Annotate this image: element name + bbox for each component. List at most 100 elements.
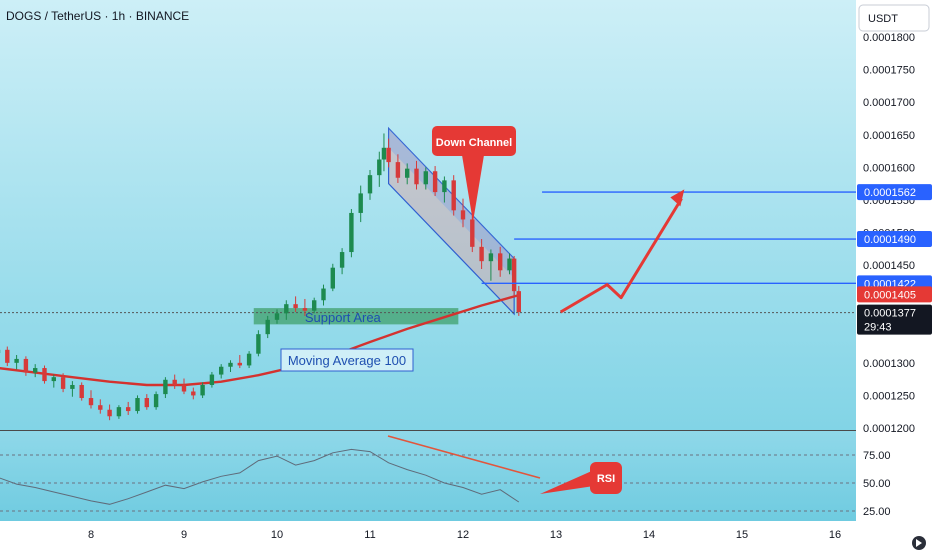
candle-body (274, 313, 280, 320)
candle-body (135, 398, 140, 412)
candle-body (107, 409, 112, 417)
rsi-tick-label: 75.00 (863, 450, 891, 462)
price-label-box (857, 184, 932, 201)
rsi-tick-label: 50.00 (863, 478, 891, 490)
candle-body (126, 407, 131, 412)
down-channel-callout-box (432, 126, 516, 156)
down-channel-callout: Down Channel (432, 126, 516, 222)
candle-body (60, 377, 66, 389)
candle-body (358, 193, 363, 213)
candle-body (507, 258, 512, 271)
price-label-value: 0.0001377 (864, 308, 916, 320)
price-label-box (857, 304, 932, 335)
x-tick-label: 8 (88, 529, 94, 541)
candle-body (460, 210, 466, 220)
candle-body (423, 171, 428, 185)
candle-body (256, 334, 261, 354)
candle-body (488, 253, 494, 262)
candle-body (432, 171, 438, 193)
y-tick-label: 0.0001450 (863, 260, 915, 272)
price-label-countdown: 29:43 (864, 322, 892, 334)
rsi-callout-label: RSI (597, 473, 615, 485)
candle-body (414, 168, 419, 185)
candle-body (33, 368, 38, 373)
candle-body (377, 159, 382, 176)
x-tick-label: 16 (829, 529, 841, 541)
candle-body (200, 384, 205, 396)
candle-body (479, 246, 484, 262)
candle-body (395, 162, 401, 178)
candle-body (293, 304, 298, 309)
rsi-tick-label: 25.00 (863, 506, 891, 518)
y-tick-label: 0.0001300 (863, 358, 915, 370)
candle-body (442, 180, 447, 193)
x-tick-label: 12 (457, 529, 469, 541)
price-axis (856, 0, 932, 550)
y-tick-label: 0.0001650 (863, 130, 915, 142)
currency-button[interactable]: USDT (858, 4, 930, 32)
rsi-axis-ticks: 75.00 50.00 25.00 (863, 450, 891, 518)
currency-button-label[interactable]: USDT (868, 13, 898, 25)
rsi-callout: RSI (540, 462, 622, 494)
rsi-callout-box (590, 462, 622, 494)
candle-body (349, 212, 354, 253)
candle-body (70, 384, 75, 389)
candle-body (116, 407, 122, 417)
x-tick-label: 14 (643, 529, 655, 541)
time-axis (0, 521, 856, 550)
chevron-right-icon[interactable] (916, 539, 922, 547)
candle-body (284, 304, 289, 314)
down-channel-callout-pointer (462, 155, 484, 222)
candle-body (367, 175, 373, 194)
y-tick-label: 0.0001700 (863, 97, 915, 109)
candle-body (14, 358, 19, 363)
symbol-header: DOGS / TetherUS · 1h · BINANCE (6, 9, 189, 23)
candle-body (339, 252, 345, 268)
candle-body (23, 358, 29, 373)
candle-body (498, 253, 503, 271)
price-label-value: 0.0001490 (864, 234, 916, 246)
rsi-callout-pointer (540, 470, 594, 494)
y-tick-label: 0.0001200 (863, 423, 915, 435)
candle-body (511, 258, 517, 292)
candle-body (181, 384, 187, 392)
x-tick-label: 13 (550, 529, 562, 541)
x-axis-ticks: 8 9 10 11 12 13 14 15 16 (88, 529, 841, 541)
price-label-box (857, 231, 932, 248)
candles (0, 133, 521, 421)
currency-button-frame[interactable] (858, 4, 930, 32)
scroll-right-button[interactable] (912, 536, 926, 550)
main-pane-bg (0, 0, 856, 430)
candle-body (321, 288, 326, 301)
price-label-value: 0.0001405 (864, 289, 916, 301)
price-label-value: 0.0001562 (864, 187, 916, 199)
x-tick-label: 10 (271, 529, 283, 541)
candle-body (237, 362, 242, 366)
projection-arrow-head (670, 189, 685, 207)
price-label-box (857, 286, 932, 303)
down-channel-callout-label: Down Channel (436, 137, 512, 149)
candle-body (88, 398, 94, 406)
support-area-label: Support Area (305, 310, 382, 325)
projection-arrow (559, 197, 683, 314)
ma-label-box: Moving Average 100 (280, 348, 414, 372)
candle-body (191, 391, 196, 396)
candle-body (153, 394, 159, 408)
y-tick-label: 0.0001250 (863, 390, 915, 402)
candle-body (144, 398, 149, 408)
ma-label-frame (280, 348, 414, 372)
candle-body (312, 300, 317, 311)
candle-body (172, 379, 177, 385)
candle-body (381, 147, 387, 160)
candle-body (209, 374, 215, 385)
candle-body (451, 180, 456, 211)
candle-body (51, 377, 56, 382)
candle-body (405, 168, 410, 178)
y-tick-label: 0.0001800 (863, 32, 915, 44)
candle-body (330, 267, 335, 289)
y-tick-label: 0.0001600 (863, 162, 915, 174)
candle-body (228, 362, 233, 367)
candle-body (42, 368, 47, 382)
down-channel-upper-band (388, 128, 515, 279)
